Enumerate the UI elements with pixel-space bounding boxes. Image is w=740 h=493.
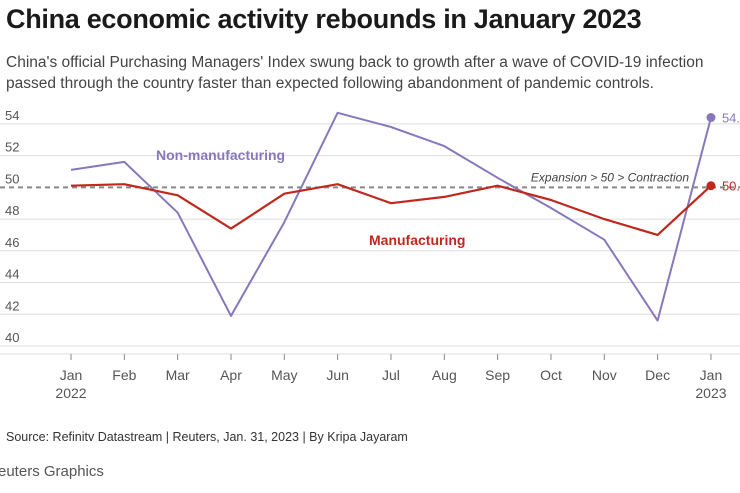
chart-subtitle-line-2: passed through the country faster than e… (6, 75, 654, 92)
x-tick-label: May (271, 367, 297, 383)
x-tick-label: Dec (645, 367, 670, 383)
pmi-line-chart: 40 42 44 46 48 50 52 54 Expansion > 50 > Contra… (0, 110, 740, 401)
x-tick-label: Mar (166, 367, 190, 383)
x-tick-label: Jul (382, 367, 400, 383)
y-tick-label: 42 (5, 298, 19, 313)
y-tick-label: 40 (5, 330, 19, 345)
x-tick-label: Sep (485, 367, 510, 383)
x-tick-label: Nov (592, 367, 617, 383)
chart-subtitle: China's official Purchasing Managers' In… (6, 52, 740, 94)
series-end-label-non_manufacturing: 54. (722, 111, 740, 126)
y-axis: 40 42 44 46 48 50 52 54 (5, 110, 19, 345)
y-tick-label: 54 (5, 110, 19, 123)
series-name-label-non_manufacturing: Non-manufacturing (156, 147, 285, 163)
series-end-marker-non_manufacturing (706, 113, 716, 123)
series-end-marker-manufacturing (706, 181, 716, 191)
series-name-label-manufacturing: Manufacturing (369, 232, 465, 248)
y-tick-label: 52 (5, 140, 19, 155)
y-tick-label: 44 (5, 267, 19, 282)
chart-title: China economic activity rebounds in Janu… (6, 4, 642, 34)
grid-lines (0, 123, 740, 347)
y-tick-label: 46 (5, 235, 19, 250)
chart-subtitle-line-1: China's official Purchasing Managers' In… (6, 54, 704, 71)
series-line-manufacturing (70, 183, 712, 236)
reference-line-label: Expansion > 50 > Contraction (531, 170, 689, 184)
brand-credit: euters Graphics (0, 463, 104, 480)
source-note: Source: Refinitv Datastream | Reuters, J… (6, 430, 408, 444)
x-tick-label: Jan (700, 367, 723, 383)
x-tick-label: Feb (112, 367, 136, 383)
x-tick-label: 2023 (695, 385, 726, 401)
y-tick-label: 50 (5, 171, 19, 186)
series-labels: 54. 50. Non-manufacturing Manufacturing (156, 111, 740, 248)
x-tick-label: Jun (326, 367, 349, 383)
series-end-label-manufacturing: 50. (722, 179, 740, 194)
x-tick-label: Oct (540, 367, 562, 383)
x-tick-label: Aug (432, 367, 457, 383)
series-lines (70, 111, 716, 322)
reference-line-group: Expansion > 50 > Contraction (0, 170, 740, 189)
x-tick-label: Jan (60, 367, 83, 383)
y-tick-label: 48 (5, 203, 19, 218)
x-axis: Jan 2022 Feb Mar Apr May Jun Jul Aug Sep Oct Nov Dec… (0, 353, 740, 401)
x-tick-label: 2022 (55, 385, 86, 401)
series-line-non_manufacturing (70, 111, 712, 322)
x-tick-label: Apr (220, 367, 242, 383)
